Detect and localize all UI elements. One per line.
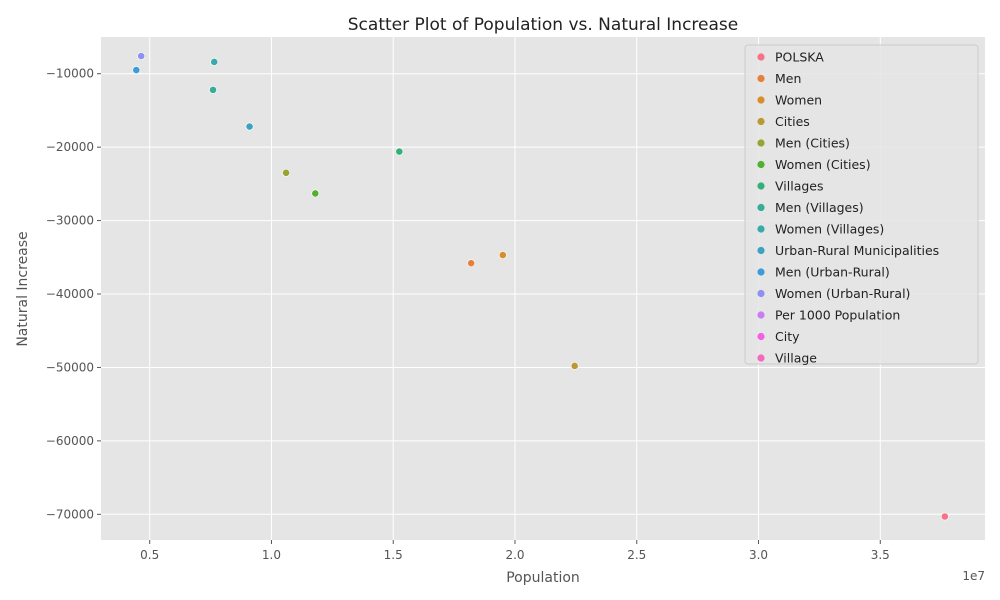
legend-entry: Men <box>757 71 801 86</box>
x-tick-label: 2.0 <box>505 548 524 562</box>
legend-marker <box>757 53 765 61</box>
legend-entry: POLSKA <box>757 50 824 65</box>
data-point <box>132 66 141 74</box>
x-axis-ticks: 0.5 1.0 1.5 2.0 2.5 3.0 3.5 <box>140 540 890 562</box>
legend-entry: Men (Urban-Rural) <box>757 265 890 280</box>
legend-entry: Women <box>757 93 822 108</box>
legend-label: Village <box>775 351 817 366</box>
legend-marker <box>757 246 765 255</box>
data-point <box>940 512 949 521</box>
legend-entry: Villages <box>757 179 824 194</box>
chart-title: Scatter Plot of Population vs. Natural I… <box>348 15 738 35</box>
legend-label: Per 1000 Population <box>775 308 900 323</box>
legend-label: Women (Urban-Rural) <box>775 286 910 301</box>
x-axis-offset-label: 1e7 <box>962 569 985 583</box>
data-point <box>245 122 254 131</box>
legend-marker <box>757 332 765 341</box>
legend-box <box>744 44 979 365</box>
legend-marker <box>757 225 765 233</box>
legend-entry: City <box>757 329 800 344</box>
y-tick-label: −50000 <box>46 360 94 374</box>
legend-entry: Men (Cities) <box>757 136 850 151</box>
data-point <box>311 189 320 198</box>
legend-entry: Urban-Rural Municipalities <box>757 243 939 258</box>
x-axis-label: Population <box>506 570 580 586</box>
y-tick-label: −70000 <box>46 507 94 521</box>
legend: POLSKA Men Women Cities Men (Cities) Women (C… <box>744 44 979 366</box>
y-axis-ticks: −70000 −60000 −50000 −40000 −30000 −20000 −100… <box>46 67 101 521</box>
y-tick-label: −20000 <box>46 140 94 154</box>
x-tick-label: 3.0 <box>749 548 768 562</box>
legend-marker <box>757 139 765 147</box>
data-point <box>137 52 146 60</box>
legend-label: POLSKA <box>775 50 824 65</box>
data-points <box>132 52 949 521</box>
legend-marker <box>757 160 765 169</box>
legend-entry: Women (Urban-Rural) <box>757 286 910 301</box>
data-point <box>467 259 476 268</box>
legend-entry: Per 1000 Population <box>757 308 900 323</box>
legend-label: Men (Urban-Rural) <box>775 265 890 280</box>
legend-entry: Cities <box>757 114 810 129</box>
legend-label: City <box>775 329 800 344</box>
legend-entry: Men (Villages) <box>757 200 864 215</box>
legend-label: Women (Villages) <box>775 222 884 237</box>
data-point <box>395 147 404 156</box>
legend-entry: Women (Cities) <box>757 157 871 172</box>
data-point <box>570 362 579 370</box>
legend-entry: Village <box>757 351 817 366</box>
legend-marker <box>757 354 765 362</box>
legend-marker <box>757 117 765 126</box>
legend-marker <box>757 311 765 319</box>
legend-marker <box>757 203 765 212</box>
x-tick-label: 1.0 <box>262 548 281 562</box>
legend-entry: Women (Villages) <box>757 222 884 237</box>
legend-label: Men <box>775 71 801 86</box>
data-point <box>282 168 290 177</box>
legend-label: Cities <box>775 114 810 129</box>
x-tick-label: 1.5 <box>384 548 403 562</box>
x-tick-label: 0.5 <box>140 548 159 562</box>
data-point <box>209 85 217 94</box>
legend-marker <box>757 289 765 298</box>
legend-marker <box>757 182 765 190</box>
data-point <box>498 251 507 259</box>
x-tick-label: 3.5 <box>871 548 890 562</box>
legend-label: Urban-Rural Municipalities <box>775 243 939 258</box>
y-axis-label: Natural Increase <box>15 231 31 346</box>
legend-label: Women <box>775 93 822 108</box>
y-tick-label: −60000 <box>46 434 94 448</box>
legend-marker <box>757 96 765 104</box>
legend-label: Men (Cities) <box>775 136 850 151</box>
legend-label: Men (Villages) <box>775 200 864 215</box>
y-tick-label: −40000 <box>46 287 94 301</box>
legend-marker <box>757 74 765 83</box>
y-tick-label: −30000 <box>46 214 94 228</box>
y-tick-label: −10000 <box>46 67 94 81</box>
x-tick-label: 2.5 <box>627 548 646 562</box>
data-point <box>210 58 219 66</box>
legend-label: Villages <box>775 179 824 194</box>
legend-label: Women (Cities) <box>775 157 871 172</box>
legend-marker <box>757 268 765 276</box>
